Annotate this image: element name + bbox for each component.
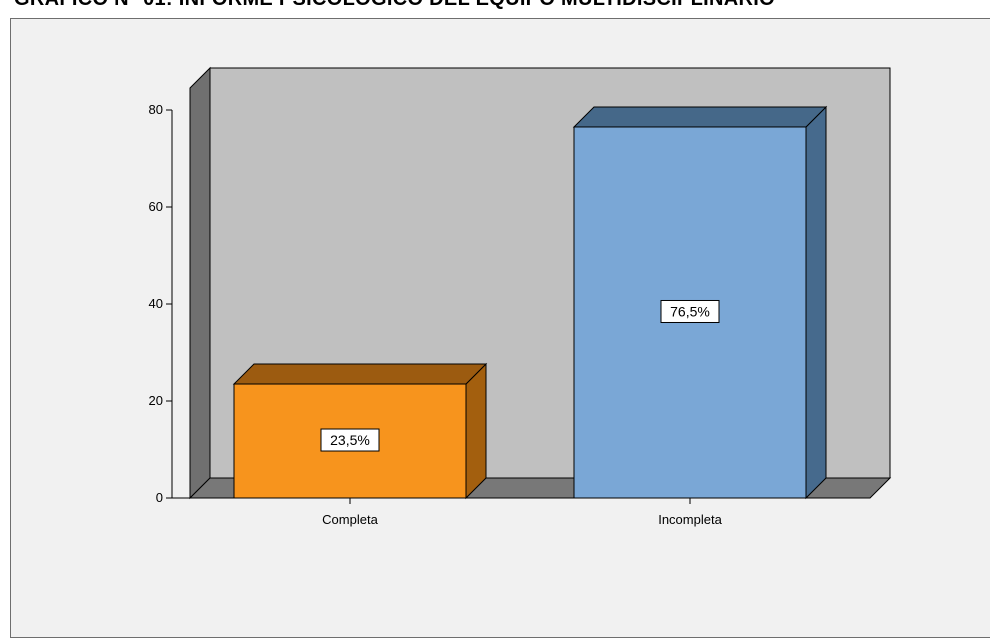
y-tick-label: 40 (149, 296, 163, 311)
bar-side-incompleta (805, 105, 827, 500)
y-tick-label: 60 (149, 199, 163, 214)
bar-chart: 0 20 40 60 80 23,5% Completa 76,5% Incompleta (149, 66, 892, 527)
x-tick-label: Completa (322, 512, 378, 527)
bar-side-completa (465, 362, 487, 500)
data-label: 76,5% (670, 303, 710, 319)
y-tick-label: 20 (149, 393, 163, 408)
data-label: 23,5% (330, 432, 370, 448)
left-wall (189, 66, 211, 500)
y-tick-label: 80 (149, 102, 163, 117)
data-label-box (320, 428, 380, 452)
chart-title: GRAFICO N° 01: INFORME PSICOLOGICO DEL E… (0, 0, 990, 11)
bar-top-incompleta (572, 106, 828, 128)
y-tick-label: 0 (156, 490, 163, 505)
bar-top-completa (232, 363, 488, 385)
x-tick-label: Incompleta (658, 512, 722, 527)
data-label-box (660, 299, 720, 323)
